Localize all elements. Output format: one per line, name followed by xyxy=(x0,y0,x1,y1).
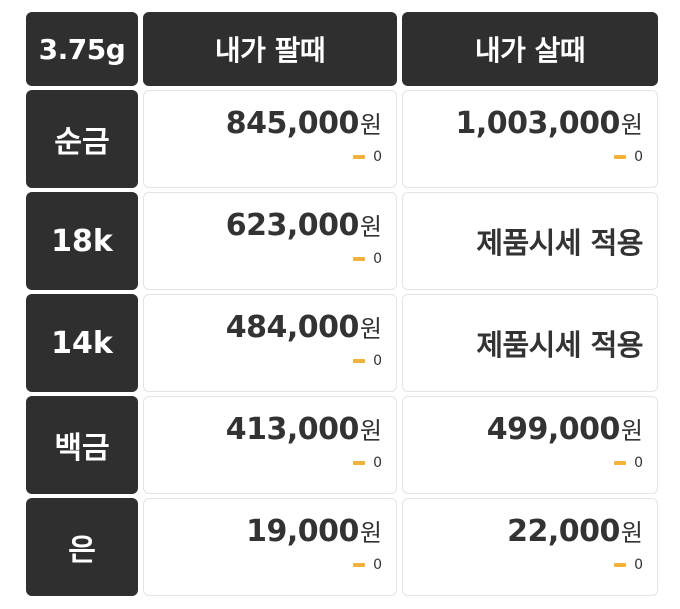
buy-price-cell: 22,000 원 0 xyxy=(402,498,658,596)
price-change: 0 xyxy=(353,353,382,369)
price-value: 845,000 xyxy=(225,106,360,141)
gold-price-table: 3.75g 내가 팔때 내가 살때 순금 845,000 원 0 1,003,0… xyxy=(26,12,658,596)
change-value: 0 xyxy=(634,149,643,165)
price-unit: 원 xyxy=(620,111,643,139)
price-value: 484,000 xyxy=(225,310,360,345)
weight-header: 3.75g xyxy=(26,12,138,86)
price-value: 19,000 xyxy=(246,514,359,549)
buy-price-cell: 제품시세 적용 xyxy=(402,294,658,392)
sell-price-cell: 413,000 원 0 xyxy=(143,396,397,494)
sell-price: 845,000 원 xyxy=(226,105,382,141)
price-unit: 원 xyxy=(620,417,643,445)
price-change: 0 xyxy=(353,149,382,165)
flat-change-dash-icon xyxy=(353,461,366,465)
buy-header: 내가 살때 xyxy=(402,12,658,86)
price-unit: 원 xyxy=(359,519,382,547)
product-price-applied-text: 제품시세 적용 xyxy=(476,328,643,362)
sell-price-cell: 484,000 원 0 xyxy=(143,294,397,392)
change-value: 0 xyxy=(634,557,643,573)
price-change: 0 xyxy=(353,251,382,267)
price-change: 0 xyxy=(614,149,643,165)
buy-price: 499,000 원 xyxy=(487,411,643,447)
product-price-applied-text: 제품시세 적용 xyxy=(476,226,643,260)
flat-change-dash-icon xyxy=(353,563,366,567)
price-unit: 원 xyxy=(359,417,382,445)
metal-label-18k: 18k xyxy=(26,192,138,290)
sell-price: 19,000 원 xyxy=(246,513,382,549)
price-change: 0 xyxy=(353,455,382,471)
metal-label-pure-gold: 순금 xyxy=(26,90,138,188)
price-unit: 원 xyxy=(620,519,643,547)
price-unit: 원 xyxy=(359,111,382,139)
price-value: 413,000 xyxy=(225,412,360,447)
buy-price: 22,000 원 xyxy=(507,513,643,549)
metal-label-platinum: 백금 xyxy=(26,396,138,494)
sell-price-cell: 845,000 원 0 xyxy=(143,90,397,188)
metal-label-14k: 14k xyxy=(26,294,138,392)
flat-change-dash-icon xyxy=(614,155,627,159)
buy-price-cell: 1,003,000 원 0 xyxy=(402,90,658,188)
sell-price: 623,000 원 xyxy=(226,207,382,243)
flat-change-dash-icon xyxy=(614,563,627,567)
price-value: 499,000 xyxy=(486,412,621,447)
buy-price-cell: 제품시세 적용 xyxy=(402,192,658,290)
change-value: 0 xyxy=(634,455,643,471)
sell-price: 484,000 원 xyxy=(226,309,382,345)
buy-price: 1,003,000 원 xyxy=(455,105,643,141)
price-change: 0 xyxy=(614,455,643,471)
price-change: 0 xyxy=(614,557,643,573)
price-change: 0 xyxy=(353,557,382,573)
flat-change-dash-icon xyxy=(353,155,366,159)
flat-change-dash-icon xyxy=(353,359,366,363)
price-unit: 원 xyxy=(359,213,382,241)
price-unit: 원 xyxy=(359,315,382,343)
flat-change-dash-icon xyxy=(614,461,627,465)
sell-price-cell: 623,000 원 0 xyxy=(143,192,397,290)
price-value: 22,000 xyxy=(507,514,620,549)
change-value: 0 xyxy=(373,149,382,165)
change-value: 0 xyxy=(373,455,382,471)
change-value: 0 xyxy=(373,557,382,573)
price-value: 623,000 xyxy=(225,208,360,243)
sell-price: 413,000 원 xyxy=(226,411,382,447)
price-value: 1,003,000 xyxy=(455,106,620,141)
flat-change-dash-icon xyxy=(353,257,366,261)
sell-price-cell: 19,000 원 0 xyxy=(143,498,397,596)
metal-label-silver: 은 xyxy=(26,498,138,596)
buy-price-cell: 499,000 원 0 xyxy=(402,396,658,494)
change-value: 0 xyxy=(373,251,382,267)
sell-header: 내가 팔때 xyxy=(143,12,397,86)
change-value: 0 xyxy=(373,353,382,369)
